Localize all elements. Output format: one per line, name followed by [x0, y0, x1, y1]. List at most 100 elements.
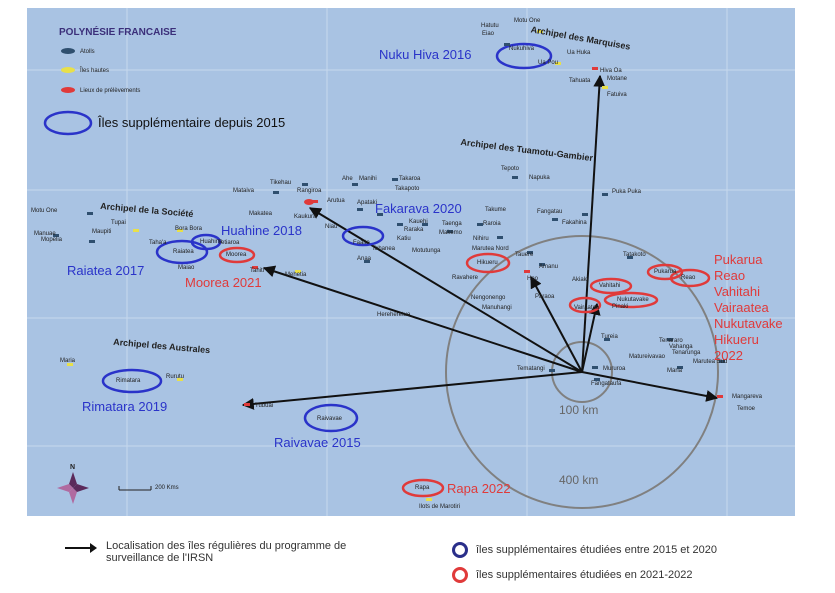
- island-tureia: Tureia: [601, 334, 618, 340]
- island-tahanea: Tahanea: [372, 246, 396, 252]
- island-mopelia: Mopelia: [41, 237, 63, 243]
- island-mururoa: Mururoa: [603, 366, 626, 372]
- island-motu-one-n: Motu One: [514, 18, 541, 24]
- island-fakahina: Fakahina: [562, 220, 587, 226]
- island-pukarua-map: Pukarua: [654, 269, 677, 275]
- circle-fakarava: [341, 225, 385, 247]
- island-faaite: Faaite: [353, 240, 370, 246]
- footer-blue-legend: îles supplémentaires étudiées entre 2015…: [452, 542, 717, 558]
- arrow-icon: [65, 543, 97, 553]
- island-maria-e: Maria: [667, 368, 683, 374]
- island-fangatau: Fangatau: [537, 209, 563, 215]
- island-tenararo: Tenararo: [659, 338, 683, 344]
- island-napuka: Napuka: [529, 175, 550, 181]
- island-raraka: Raraka: [404, 227, 424, 233]
- island-markers: [53, 30, 725, 501]
- island-hiva-oa: Hiva Oa: [600, 68, 622, 74]
- circle-nukuhiva: [495, 42, 553, 70]
- island-tauere: Tauere: [515, 252, 534, 258]
- circle-reao: [669, 268, 711, 288]
- annotation-nuku-hiva: Nuku Hiva 2016: [379, 47, 472, 62]
- island-matureivavao: Matureivavao: [629, 354, 666, 360]
- island-rangiroa: Rangiroa: [297, 188, 322, 194]
- scale-bar: [118, 486, 152, 491]
- distance-100km: 100 km: [559, 403, 599, 417]
- island-manuhangi: Manuhangi: [482, 305, 512, 311]
- island-rimatara-map: Rimatara: [116, 378, 141, 384]
- island-tupai: Tupai: [111, 220, 126, 226]
- circle-pukarua: [646, 263, 684, 281]
- circle-raiatea: [155, 239, 209, 265]
- island-taenga: Taenga: [442, 221, 462, 227]
- island-fangataufa: Fangataufa: [591, 381, 622, 387]
- legend-sampling: Lieux de prélèvements: [80, 88, 141, 94]
- compass-north-label: N: [70, 464, 76, 471]
- compass: [57, 472, 89, 504]
- island-motane: Motane: [607, 76, 628, 82]
- legend-atolls: Atolls: [80, 49, 95, 55]
- island-motu-one-w: Motu One: [31, 208, 58, 214]
- arrow-rangiroa: [308, 207, 583, 373]
- island-hikueru-map: Hikueru: [477, 260, 498, 266]
- island-nengonengo: Nengonengo: [471, 295, 506, 301]
- tuamotu-item: Vahitahi: [714, 284, 761, 299]
- island-katiu: Katiu: [397, 236, 411, 242]
- arrow-hao: [530, 275, 583, 373]
- island-hao: Hao: [527, 276, 539, 282]
- island-amanu: Amanu: [539, 264, 559, 270]
- footer-red-text: îles supplémentaires étudiées en 2021-20…: [476, 569, 693, 581]
- island-tahiti: Tahiti: [250, 268, 265, 274]
- circle-rapa: [401, 478, 445, 498]
- map-title: POLYNÉSIE FRANCAISE: [59, 27, 177, 38]
- tuamotu-item: Reao: [714, 268, 746, 283]
- island-paraoa: Paraoa: [535, 294, 555, 300]
- red-circle-icon: [452, 567, 468, 583]
- island-tematangi: Tematangi: [517, 366, 545, 372]
- circle-legend: [43, 110, 93, 136]
- island-makatea: Makatea: [249, 211, 273, 217]
- circle-moorea: [218, 246, 256, 264]
- circle-hikueru: [465, 252, 511, 274]
- red-circles: [218, 246, 711, 498]
- island-nukuhiva: Nukuhiva: [509, 46, 535, 52]
- island-mehetia: Mehetia: [285, 272, 307, 278]
- island-tatakoto: Tatakoto: [623, 252, 646, 258]
- island-maiao: Maiao: [178, 265, 195, 271]
- island-makemo: Makemo: [439, 230, 463, 236]
- island-bora-bora: Bora Bora: [175, 226, 203, 232]
- tuamotu-item: Pukarua: [714, 252, 763, 267]
- circle-nukutavake: [603, 291, 659, 309]
- island-eiao: Eiao: [482, 31, 495, 37]
- island-nukutavake-map: Nukutavake: [617, 297, 649, 303]
- island-mataiva: Mataiva: [233, 188, 255, 194]
- tuamotu-item: Hikueru: [714, 332, 759, 347]
- tuamotu-item: 2022: [714, 348, 743, 363]
- island-hatutu: Hatutu: [481, 23, 499, 29]
- annotation-huahine: Huahine 2018: [221, 223, 302, 238]
- island-akiaki: Akiaki: [572, 277, 589, 283]
- island-rurutu: Rurutu: [166, 374, 185, 380]
- map-graphics: [27, 8, 795, 516]
- island-takume: Takume: [485, 207, 507, 213]
- footer-arrow-legend: Localisation des îles régulières du prog…: [64, 540, 404, 564]
- legend-sampling-marker: [61, 87, 75, 93]
- annotation-rimatara: Rimatara 2019: [82, 399, 168, 414]
- island-pinaki: Pinaki: [612, 304, 629, 310]
- island-marutea-sud: Marutea Sud: [693, 359, 728, 365]
- island-tenarunga: Tenarunga: [672, 350, 701, 356]
- circle-vahitahi: [589, 277, 633, 295]
- island-mangareva: Mangareva: [732, 394, 763, 400]
- island-rapa-map: Rapa: [415, 485, 430, 491]
- island-temoe: Temoe: [737, 406, 756, 412]
- island-puka-puka: Puka Puka: [612, 189, 642, 195]
- annotation-rapa: Rapa 2022: [447, 481, 511, 496]
- circle-raivavae: [303, 403, 359, 433]
- island-marotiri: Ilots de Marotiri: [419, 504, 461, 510]
- island-maupiti: Maupiti: [92, 229, 112, 235]
- island-reao-map: Reao: [681, 275, 696, 281]
- distance-400km: 400 km: [559, 473, 599, 487]
- island-arutua: Arutua: [327, 198, 345, 204]
- annotation-raiatea: Raiatea 2017: [67, 263, 145, 278]
- legend-supplementary: Îles supplémentaire depuis 2015: [98, 115, 286, 130]
- annotation-fakarava: Fakarava 2020: [375, 201, 462, 216]
